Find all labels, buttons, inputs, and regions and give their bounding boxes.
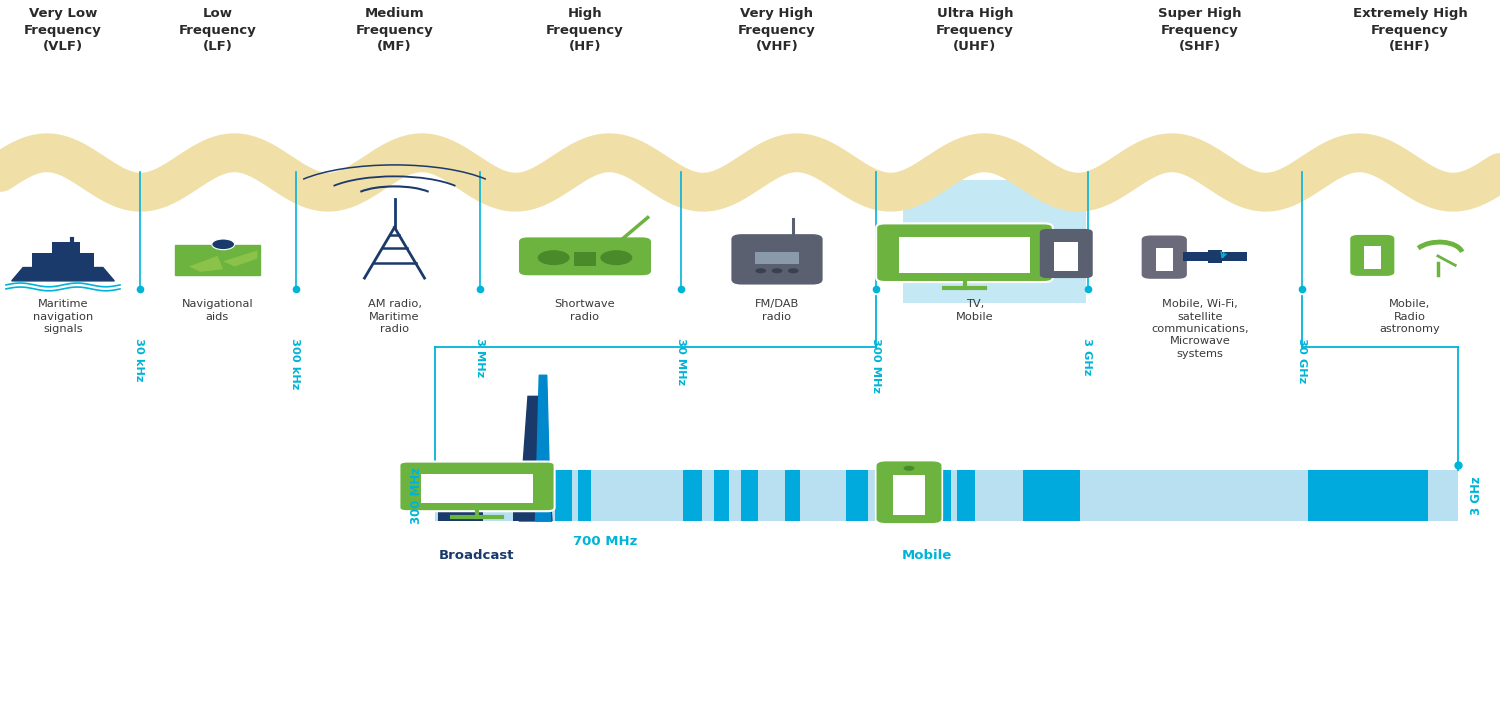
Text: Mobile: Mobile bbox=[902, 549, 952, 562]
Polygon shape bbox=[224, 251, 258, 267]
Text: Mobile, Wi-Fi,
satellite
communications,
Microwave
systems: Mobile, Wi-Fi, satellite communications,… bbox=[1150, 299, 1250, 359]
FancyBboxPatch shape bbox=[876, 223, 1053, 282]
Bar bbox=[714, 470, 729, 521]
Circle shape bbox=[211, 239, 234, 250]
Text: Navigational
aids: Navigational aids bbox=[182, 299, 254, 322]
Bar bbox=[756, 252, 798, 265]
Text: Very High
Frequency
(VHF): Very High Frequency (VHF) bbox=[738, 7, 816, 53]
Text: High
Frequency
(HF): High Frequency (HF) bbox=[546, 7, 624, 53]
Text: 30 MHz: 30 MHz bbox=[676, 338, 686, 385]
FancyBboxPatch shape bbox=[519, 237, 651, 275]
Circle shape bbox=[600, 250, 633, 265]
Text: Super High
Frequency
(SHF): Super High Frequency (SHF) bbox=[1158, 7, 1242, 53]
Bar bbox=[898, 237, 1030, 273]
Text: 300 MHz: 300 MHz bbox=[411, 467, 423, 524]
Polygon shape bbox=[536, 375, 550, 521]
FancyBboxPatch shape bbox=[876, 460, 942, 524]
Text: Shortwave
radio: Shortwave radio bbox=[555, 299, 615, 322]
Bar bbox=[1184, 253, 1208, 260]
FancyBboxPatch shape bbox=[1350, 234, 1395, 277]
Circle shape bbox=[537, 250, 570, 265]
Bar bbox=[578, 470, 591, 521]
Text: Broadcast: Broadcast bbox=[440, 549, 515, 562]
Circle shape bbox=[756, 268, 766, 273]
Bar bbox=[513, 470, 543, 521]
Text: 3 MHz: 3 MHz bbox=[476, 338, 484, 377]
FancyBboxPatch shape bbox=[1040, 229, 1092, 278]
Text: Low
Frequency
(LF): Low Frequency (LF) bbox=[178, 7, 256, 53]
Bar bbox=[32, 253, 94, 268]
Polygon shape bbox=[174, 245, 261, 275]
Bar bbox=[682, 470, 702, 521]
Text: 3 GHz: 3 GHz bbox=[1470, 476, 1482, 515]
Text: Extremely High
Frequency
(EHF): Extremely High Frequency (EHF) bbox=[1353, 7, 1467, 53]
FancyBboxPatch shape bbox=[732, 234, 822, 284]
Bar bbox=[51, 242, 80, 253]
FancyBboxPatch shape bbox=[1142, 235, 1186, 279]
Bar bbox=[422, 474, 532, 503]
Bar bbox=[878, 470, 890, 521]
Bar bbox=[921, 470, 951, 521]
Text: 700 MHz: 700 MHz bbox=[573, 535, 638, 548]
Bar bbox=[957, 470, 975, 521]
Bar bbox=[1208, 250, 1222, 263]
Bar bbox=[903, 180, 1086, 303]
Text: 30 GHz: 30 GHz bbox=[1298, 338, 1306, 383]
Polygon shape bbox=[519, 396, 552, 521]
Bar bbox=[1023, 470, 1080, 521]
Text: Very Low
Frequency
(VLF): Very Low Frequency (VLF) bbox=[24, 7, 102, 53]
Bar bbox=[894, 475, 924, 515]
Bar bbox=[1054, 242, 1078, 271]
Text: 30 kHz: 30 kHz bbox=[135, 338, 144, 382]
Bar bbox=[1222, 253, 1246, 260]
FancyBboxPatch shape bbox=[399, 462, 555, 511]
Text: 300 kHz: 300 kHz bbox=[291, 338, 300, 389]
Polygon shape bbox=[12, 268, 114, 281]
Text: Mobile,
Radio
astronomy: Mobile, Radio astronomy bbox=[1380, 299, 1440, 334]
Text: 3 GHz: 3 GHz bbox=[1083, 338, 1092, 375]
Bar bbox=[1155, 248, 1173, 271]
Circle shape bbox=[771, 268, 783, 273]
Text: TV,
Mobile: TV, Mobile bbox=[956, 299, 994, 322]
Text: AM radio,
Maritime
radio: AM radio, Maritime radio bbox=[368, 299, 422, 334]
Bar bbox=[741, 470, 758, 521]
Bar bbox=[573, 252, 597, 265]
Text: Maritime
navigation
signals: Maritime navigation signals bbox=[33, 299, 93, 334]
Text: 300 MHz: 300 MHz bbox=[871, 338, 880, 393]
Text: Ultra High
Frequency
(UHF): Ultra High Frequency (UHF) bbox=[936, 7, 1014, 53]
Bar bbox=[1364, 246, 1382, 269]
Bar bbox=[784, 470, 800, 521]
Bar bbox=[438, 470, 483, 521]
Bar bbox=[555, 470, 572, 521]
Polygon shape bbox=[189, 256, 224, 272]
Bar bbox=[435, 470, 1458, 521]
Circle shape bbox=[788, 268, 798, 273]
Bar bbox=[846, 470, 868, 521]
Text: FM/DAB
radio: FM/DAB radio bbox=[754, 299, 800, 322]
Bar bbox=[1308, 470, 1428, 521]
Text: Medium
Frequency
(MF): Medium Frequency (MF) bbox=[356, 7, 434, 53]
Circle shape bbox=[903, 466, 915, 471]
